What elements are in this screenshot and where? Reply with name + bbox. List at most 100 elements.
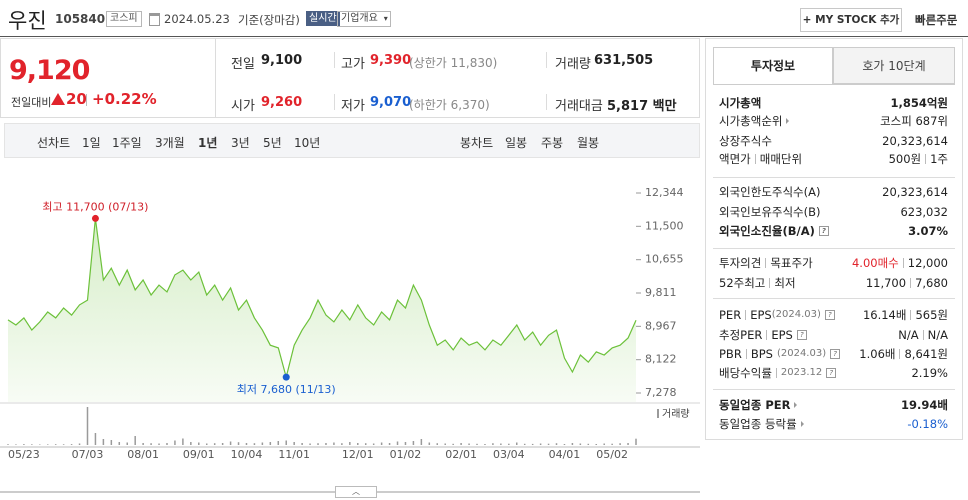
volume-bar — [253, 443, 256, 445]
separator — [925, 154, 927, 164]
volume-bar — [46, 444, 49, 445]
row-value: 1,854억원 — [890, 96, 948, 110]
volume-bar — [229, 441, 232, 445]
period-tab[interactable]: 1일 — [82, 136, 101, 150]
y-tick-label: 7,278 — [645, 386, 677, 399]
volume-bar — [539, 443, 542, 445]
help-icon[interactable] — [796, 330, 807, 340]
volume-bar — [412, 441, 415, 445]
volume-bar — [619, 443, 621, 445]
quick-order[interactable]: 빠른주문 — [915, 13, 958, 27]
volume-bar — [428, 442, 431, 445]
high-marker — [91, 214, 99, 222]
change: 20 — [66, 90, 87, 108]
invest-tab-active[interactable]: 투자정보 — [713, 47, 833, 84]
volume-bar — [54, 444, 57, 445]
volume-bar — [301, 443, 303, 445]
row-value: N/A — [927, 328, 948, 342]
volume-bar — [349, 442, 351, 445]
help-icon[interactable] — [818, 226, 829, 236]
volume-bar — [388, 443, 391, 445]
volume-bar — [198, 442, 200, 445]
quote-divider — [215, 38, 216, 118]
up-triangle — [51, 93, 65, 105]
separator — [334, 94, 335, 110]
current-price: 9,120 — [9, 55, 90, 86]
row-value: 7,680 — [915, 276, 948, 290]
volume-bar — [492, 443, 494, 445]
collapse-button[interactable]: ︿ — [335, 486, 377, 498]
volume-bar — [476, 443, 478, 445]
row-value: 4.00매수 — [851, 256, 899, 270]
row-value: 565원 — [915, 308, 948, 322]
high-annotation: 최고 11,700 (07/13) — [42, 200, 148, 213]
help-icon[interactable] — [824, 310, 835, 320]
row-value: 8,641원 — [904, 347, 948, 361]
row-value: -0.18% — [907, 417, 948, 431]
period-tab[interactable]: 3개월 — [155, 136, 185, 150]
volume-bar — [635, 438, 637, 445]
x-tick-label: 03/04 — [493, 448, 525, 460]
volume-bar — [627, 443, 629, 445]
help-icon[interactable] — [830, 349, 841, 359]
separator — [910, 278, 912, 288]
candle-tab[interactable]: 월봉 — [577, 136, 600, 150]
y-tick-label: 8,122 — [645, 353, 677, 366]
arrow-icon — [794, 402, 798, 408]
overview-dropdown[interactable]: 기업개요 ▾ — [337, 11, 391, 27]
row-label: 52주최고 — [719, 276, 766, 290]
row-value: 16.14배 — [862, 308, 907, 322]
candle-tab[interactable]: 일봉 — [505, 136, 528, 150]
volume-bar — [213, 443, 216, 445]
period-tab-active[interactable]: 1년 — [198, 136, 218, 150]
upper-limit: (상한가 11,830) — [409, 56, 498, 70]
row-label: 목표주가 — [770, 256, 813, 270]
row-value: 12,000 — [907, 256, 948, 270]
section-rule — [713, 298, 955, 299]
volume-bar — [78, 443, 81, 445]
period-tab[interactable]: 10년 — [294, 136, 321, 150]
summary-value: 9,070 — [370, 95, 412, 110]
summary-label: 저가 — [341, 99, 365, 114]
row-value: 20,323,614 — [882, 185, 948, 199]
volume-bar — [516, 442, 518, 445]
x-tick-label: 07/03 — [72, 448, 104, 460]
volume-bar — [547, 443, 550, 445]
candle-tab[interactable]: 주봉 — [541, 136, 564, 150]
summary-label: 거래량 — [555, 57, 591, 72]
price-chart: 12,344 11,500 10,655 9,811 8,967 8,122 7,278 최고… — [0, 186, 700, 460]
separator — [86, 94, 87, 106]
row-value: 2.19% — [911, 366, 948, 380]
x-tick-label: 05/23 — [8, 448, 40, 460]
volume-bar — [190, 442, 192, 445]
volume-bar — [404, 442, 407, 445]
separator — [546, 94, 547, 110]
change-rate: +0.22% — [92, 90, 157, 108]
volume-bar — [70, 444, 73, 445]
period-tab[interactable]: 1주일 — [112, 136, 142, 150]
volume-bar — [396, 441, 399, 445]
separator — [745, 349, 747, 359]
volume-bar — [484, 444, 486, 445]
period-tab[interactable]: 3년 — [231, 136, 250, 150]
volume-bar — [126, 442, 128, 445]
period-tab[interactable]: 5년 — [263, 136, 282, 150]
x-tick-label: 10/04 — [231, 448, 263, 460]
volume-bar — [500, 443, 502, 445]
invest-tab[interactable]: 호가 10단계 — [833, 47, 955, 84]
volume-bar — [166, 443, 168, 445]
summary-value: 9,390 — [370, 53, 412, 68]
volume-bar — [269, 442, 272, 445]
row-sub: 2023.12 — [780, 367, 823, 378]
row-value: 623,032 — [900, 205, 948, 219]
help-icon[interactable] — [826, 368, 837, 378]
summary-value: 5,817 백만 — [607, 99, 677, 114]
volume-bar — [531, 443, 534, 445]
volume-bar — [205, 443, 208, 445]
volume-bar — [118, 442, 121, 445]
volume-bar — [436, 443, 439, 445]
volume-bar — [460, 443, 462, 445]
separator — [922, 330, 924, 340]
mystock-button[interactable]: + MY STOCK 추가 — [800, 8, 902, 32]
